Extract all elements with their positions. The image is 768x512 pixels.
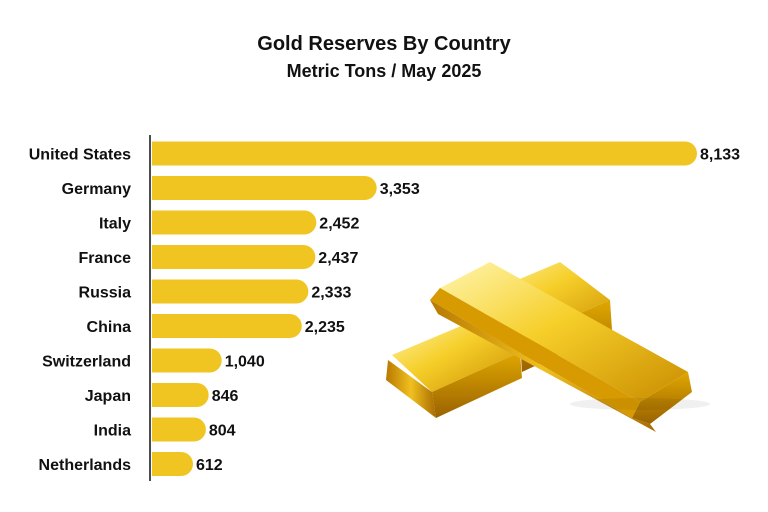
category-label: Germany	[62, 181, 131, 198]
value-label: 2,452	[319, 216, 359, 233]
bar-united-states	[152, 141, 697, 166]
value-label: 8,133	[700, 147, 740, 164]
value-label: 612	[196, 457, 223, 474]
value-label: 804	[209, 423, 236, 440]
category-label: Russia	[79, 285, 132, 302]
bar-japan	[152, 383, 209, 407]
category-label: India	[94, 423, 131, 440]
bar-edge	[152, 383, 164, 407]
bar-edge	[152, 452, 164, 476]
bar-edge	[152, 279, 164, 304]
bar-china	[152, 314, 302, 338]
bar-edge	[152, 348, 164, 373]
bar-edge	[152, 245, 164, 269]
value-label: 846	[212, 388, 239, 405]
bar-italy	[152, 210, 317, 235]
value-label: 2,235	[305, 319, 345, 336]
value-label: 3,353	[380, 181, 420, 198]
bar-switzerland	[152, 348, 222, 373]
category-label: Italy	[99, 216, 131, 233]
category-label: China	[87, 319, 132, 336]
value-label: 2,437	[318, 250, 358, 267]
bar-russia	[152, 279, 309, 304]
bar-france	[152, 245, 316, 269]
category-label: Netherlands	[39, 457, 132, 474]
gold-bars-icon	[386, 262, 710, 432]
bar-edge	[152, 176, 164, 200]
bar-edge	[152, 314, 164, 338]
bar-edge	[152, 417, 164, 442]
category-label: United States	[29, 147, 131, 164]
value-label: 2,333	[311, 285, 351, 302]
category-label: France	[79, 250, 132, 267]
category-label: Japan	[85, 388, 131, 405]
chart-title: Gold Reserves By Country	[257, 33, 511, 55]
chart-subtitle: Metric Tons / May 2025	[286, 61, 482, 81]
category-label: Switzerland	[42, 354, 131, 371]
value-label: 1,040	[225, 354, 265, 371]
bar-germany	[152, 176, 377, 200]
bar-edge	[152, 210, 164, 235]
bar-edge	[152, 141, 164, 166]
bar-india	[152, 417, 206, 442]
